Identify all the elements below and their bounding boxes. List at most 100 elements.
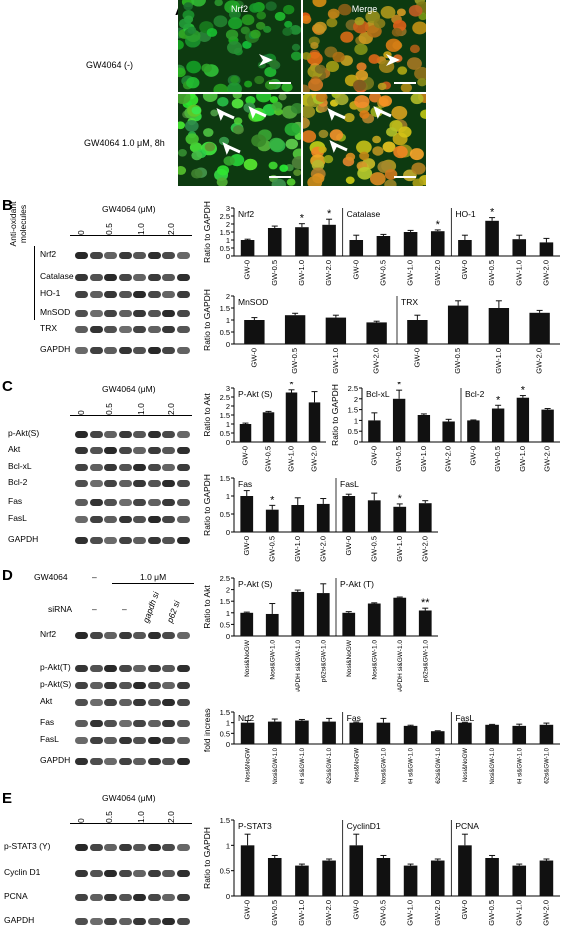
blot-band [104, 737, 117, 744]
category-label: GW-1.0 [297, 260, 306, 286]
cell-nucleus [303, 84, 310, 92]
cell-nucleus [303, 130, 317, 143]
blot-lane [74, 535, 192, 545]
bar [240, 240, 255, 256]
cell-nucleus [251, 134, 267, 148]
arrow-icon [222, 142, 241, 155]
sirna-label: siRNA [48, 604, 73, 614]
cell-nucleus [268, 137, 284, 151]
blot-band [162, 665, 175, 672]
cell-nucleus [343, 113, 355, 123]
blot-band [147, 274, 161, 281]
blot-band [118, 447, 132, 454]
category-label: GW-1.0 [395, 536, 404, 562]
blot-band [118, 326, 132, 333]
blot-band [89, 758, 103, 765]
blot-band [147, 431, 161, 438]
chart-b-top: 00.511.522.53 Ratio to GAPDH Nrf2 GW-0 GW-0.… [202, 201, 560, 286]
cell-nucleus [338, 3, 352, 16]
bar [367, 603, 381, 636]
cell-nucleus [396, 8, 406, 17]
blot-band [147, 870, 161, 877]
cell-nucleus [400, 82, 412, 92]
blot-band [133, 464, 146, 471]
blot-band [133, 737, 146, 744]
blot-label: GAPDH [40, 344, 71, 354]
cell-nucleus [391, 27, 403, 37]
group-title: MnSOD [238, 297, 268, 307]
category-label: Nosi&GW-1.0 [269, 640, 276, 680]
cell-nucleus [410, 94, 424, 105]
blot-band [176, 632, 190, 639]
blot-band [147, 699, 161, 706]
blot-band [89, 699, 103, 706]
bar [316, 503, 330, 532]
blot-band [104, 291, 117, 298]
blot-lane [74, 429, 192, 439]
cell-nucleus [183, 2, 193, 11]
cell-nucleus [216, 177, 228, 186]
bar [403, 865, 418, 896]
blot-band [75, 844, 88, 851]
category-label: GW-2.0 [444, 446, 453, 472]
group-title: TRX [401, 297, 418, 307]
blot-band [176, 447, 190, 454]
scale-bar [394, 176, 416, 178]
blot-band [89, 347, 103, 354]
blot-label: p-Akt(T) [40, 662, 71, 672]
significance-marker: * [270, 494, 275, 506]
blot-band [133, 699, 146, 706]
arrow-icon [329, 140, 348, 153]
cell-nucleus [268, 161, 278, 170]
sirna-none-1: – [92, 604, 97, 614]
y-tick-label: 0 [226, 528, 230, 537]
blot-lane [74, 735, 192, 745]
bar [512, 865, 527, 896]
group-title: FasL [340, 479, 359, 489]
blot-band [75, 682, 88, 689]
group-title: Bcl-2 [465, 389, 485, 399]
bar [430, 731, 445, 744]
bar [342, 612, 356, 636]
blot-band [89, 252, 103, 259]
micrograph-merge-control: Merge [303, 0, 426, 92]
cell-nucleus [218, 136, 230, 146]
blot-band [89, 632, 103, 639]
cell-nucleus [308, 78, 324, 92]
bar [485, 220, 499, 256]
category-label: GW-1.0 [518, 446, 527, 472]
cell-nucleus [214, 0, 223, 7]
cell-nucleus [352, 79, 367, 92]
dose-label: 2.0 [166, 223, 176, 235]
bar [291, 591, 305, 636]
bar [291, 505, 305, 532]
bar [403, 725, 418, 744]
bar [322, 860, 336, 896]
cell-nucleus [255, 21, 266, 30]
cell-nucleus [372, 146, 384, 156]
y-tick-label: 2 [354, 395, 358, 404]
blot-label: GAPDH [4, 915, 35, 925]
blot-label: Bcl-xL [8, 461, 32, 471]
cell-nucleus [178, 18, 191, 29]
cell-nucleus [186, 77, 200, 89]
y-tick-label: 0.5 [220, 510, 230, 519]
cell-nucleus [191, 106, 202, 115]
category-label: Nosi&NoGW [463, 748, 469, 782]
bar [430, 231, 445, 256]
blot-band [89, 516, 103, 523]
cell-nucleus [303, 15, 312, 24]
cell-nucleus [417, 78, 426, 87]
blot-label: GAPDH [8, 534, 39, 544]
bar [485, 858, 499, 896]
cell-nucleus [313, 21, 327, 33]
bar [485, 724, 499, 744]
blot-label: p-STAT3 (Y) [4, 841, 51, 851]
y-tick-label: 3 [226, 384, 230, 393]
y-tick-label: 0 [226, 340, 230, 349]
category-label: Nosi&GW-1.0 [490, 747, 496, 784]
scale-bar [394, 82, 416, 84]
blot-label: GAPDH [40, 755, 71, 765]
blot-band [118, 632, 132, 639]
blot-label: HO-1 [40, 288, 61, 298]
